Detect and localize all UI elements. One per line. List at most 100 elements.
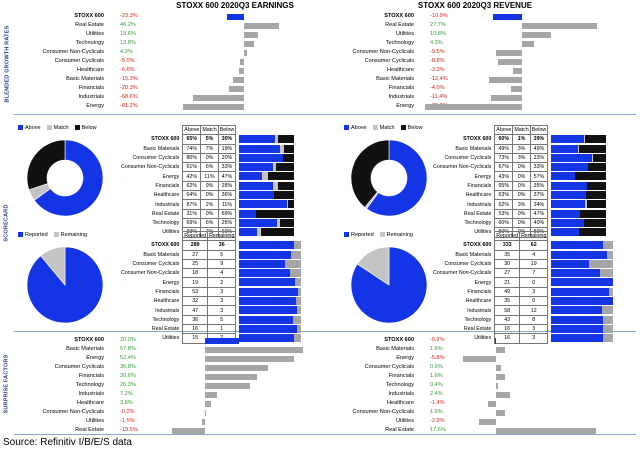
data-label: 4.3%	[430, 40, 443, 46]
data-label: -20.3%	[120, 85, 138, 91]
stacked-bar	[239, 227, 294, 236]
table-cell: 3	[519, 323, 549, 335]
stacked-segment	[239, 171, 263, 180]
category-label: Financials	[155, 182, 180, 189]
category-label-text: Energy	[396, 103, 414, 109]
data-label: -5.0%	[120, 58, 135, 64]
category-label: STOXX 600	[463, 242, 492, 249]
data-label: 4.3%	[120, 49, 133, 55]
stacked-segment	[260, 227, 294, 236]
table-cell: 69%	[182, 217, 202, 229]
stacked-bar	[551, 134, 606, 143]
category-label: Consumer Non-Cyclicals	[121, 164, 180, 171]
stacked-segment	[609, 287, 613, 296]
table-cell: 6%	[200, 162, 219, 173]
stacked-segment	[551, 324, 604, 333]
category-label-text: Industrials	[78, 94, 105, 100]
table-cell: 0%	[200, 190, 219, 201]
stacked-segment	[239, 315, 294, 324]
category-label: Industrials	[324, 93, 415, 102]
bar	[496, 49, 522, 56]
table-row: Energy 21 0	[432, 277, 549, 288]
legend-below: Below	[400, 125, 423, 131]
stacked-segment	[239, 287, 298, 296]
stacked-segment	[239, 277, 296, 286]
category-label: Energy	[324, 354, 414, 363]
data-label: 7.2%	[120, 391, 133, 397]
category-label: Technology	[464, 316, 492, 323]
stacked-segment	[551, 296, 613, 305]
scorecard-legend: Above Match Below	[18, 125, 97, 131]
source-note: Source: Refinitiv I/B/E/S data	[3, 437, 132, 448]
data-label: -68.6%	[120, 94, 138, 100]
table-cell: 3	[207, 296, 237, 307]
category-label: Real Estate	[14, 426, 104, 435]
table-cell: 0%	[512, 180, 531, 192]
legend-above: Above	[344, 125, 367, 131]
stacked-bar	[551, 240, 613, 249]
table-cell: 60%	[494, 217, 514, 229]
category-label: Consumer Non-Cyclicals	[433, 164, 492, 171]
category-label: Financials	[324, 84, 414, 93]
category-label: Industrials	[155, 201, 180, 208]
revenue-scorecard-table: Above Match Below STOXX 600 60% 1% 39% Basic Ma…	[432, 124, 640, 238]
category-label: Basic Materials	[14, 345, 104, 354]
stacked-segment	[239, 259, 285, 268]
legend-match: Match	[46, 125, 69, 131]
bar	[522, 40, 534, 47]
category-label-text: STOXX 600	[74, 13, 104, 19]
category-label-text: Healthcare	[386, 67, 414, 73]
data-label: 57.8%	[120, 346, 136, 352]
table-cell: 47	[182, 305, 209, 316]
table: Above Match Below STOXX 600 60% 1% 39% Basic Ma…	[432, 124, 549, 238]
stacked-bar	[551, 333, 613, 342]
stacked-segment	[551, 218, 584, 227]
stacked-segment	[606, 250, 613, 259]
pie-slice	[366, 139, 428, 217]
category-label: Technology	[152, 220, 180, 227]
stacked-segment	[603, 315, 613, 324]
table-cell: 35	[494, 296, 521, 307]
category-label-text: Energy	[86, 103, 104, 109]
separator	[14, 114, 636, 115]
table-cell: 11%	[217, 199, 237, 210]
stacked-bar	[239, 171, 294, 180]
stacked-segment	[602, 305, 613, 314]
table-cell: 0%	[200, 152, 219, 164]
earnings-scorecard-table: Above Match Below STOXX 600 65% 5% 30% Basic Ma…	[120, 124, 330, 238]
category-label: Basic Materials	[324, 75, 414, 84]
category-label: Consumer Cyclicals	[444, 155, 492, 162]
stacked-segment	[551, 315, 604, 324]
stacked-segment	[257, 227, 261, 236]
table-cell: 3%	[512, 143, 531, 154]
bar	[205, 346, 304, 353]
stacked-segment	[580, 209, 606, 218]
stacked-segment	[280, 218, 294, 227]
stacked-bar	[239, 209, 294, 218]
data-label: 0.9%	[430, 364, 443, 370]
pie-slice	[26, 139, 66, 191]
table-row: Industrials 47 3	[120, 305, 237, 316]
bar	[183, 103, 244, 110]
bar	[204, 409, 206, 416]
table: Above Match Below STOXX 600 65% 5% 30% Basic Ma…	[120, 124, 237, 238]
legend-remaining: Remaining	[53, 232, 87, 238]
table-header-row: Above Match Below	[432, 124, 549, 136]
stacked-segment	[239, 144, 280, 153]
category-label-text: Consumer Cyclicals	[54, 364, 104, 370]
stacked-bar	[239, 218, 294, 227]
stacked-segment	[584, 134, 606, 143]
stacked-segment	[291, 250, 301, 259]
data-label: -3.3%	[430, 67, 445, 73]
category-label: Energy	[324, 102, 414, 111]
table-cell: 34%	[529, 199, 549, 210]
revenue-reported-pie	[350, 246, 428, 324]
table-cell: 69%	[217, 208, 237, 219]
stacked-bar	[239, 144, 294, 153]
table-cell: 43%	[494, 171, 514, 182]
reported-legend: Reported Remaining	[344, 232, 413, 238]
stacked-segment	[577, 144, 580, 153]
category-label-text: Utilities	[85, 31, 104, 37]
table-cell: 43	[494, 314, 521, 325]
stacked-bar	[239, 153, 294, 162]
